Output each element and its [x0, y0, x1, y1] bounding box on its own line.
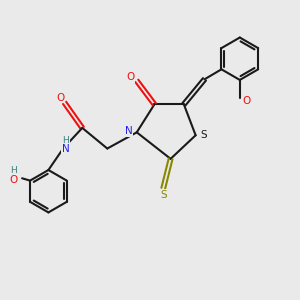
Text: N: N — [61, 143, 69, 154]
Text: S: S — [201, 130, 207, 140]
Text: S: S — [160, 190, 166, 200]
Text: H: H — [11, 167, 17, 176]
Text: O: O — [56, 93, 64, 103]
Text: O: O — [126, 72, 134, 82]
Text: H: H — [62, 136, 69, 145]
Text: O: O — [10, 175, 18, 185]
Text: N: N — [124, 126, 132, 136]
Text: O: O — [242, 95, 250, 106]
